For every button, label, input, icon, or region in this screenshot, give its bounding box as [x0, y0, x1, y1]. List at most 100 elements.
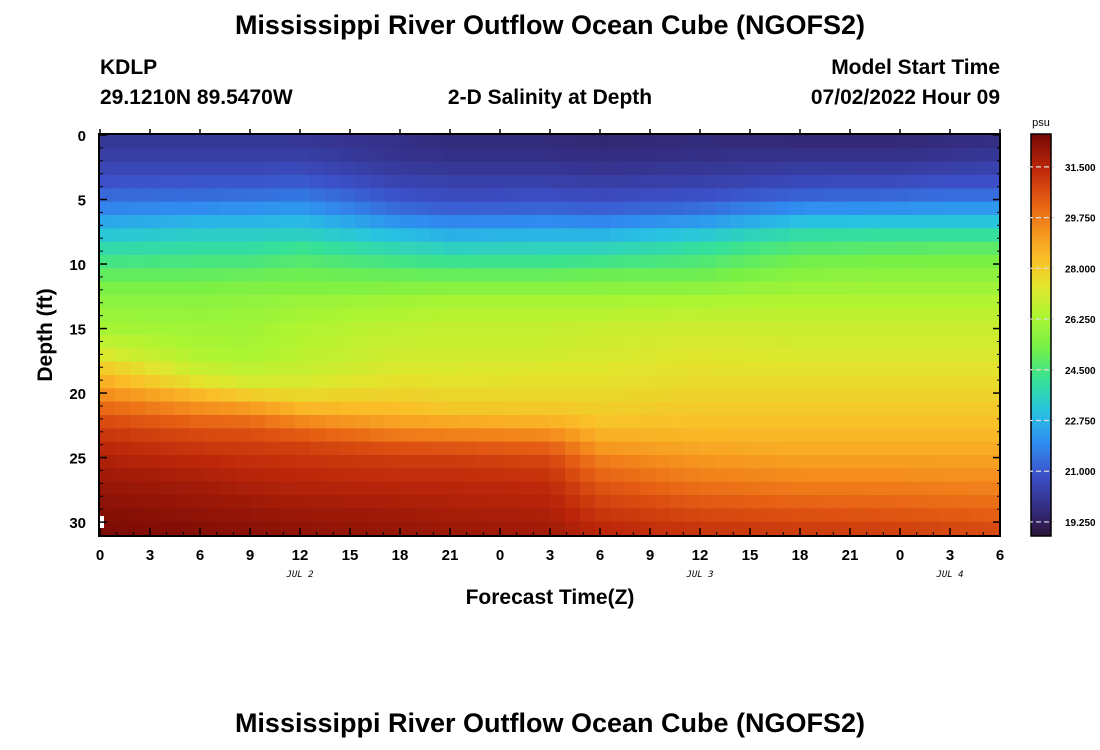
heatmap-cell	[955, 468, 971, 483]
heatmap-cell	[985, 148, 1001, 163]
heatmap-cell	[940, 441, 956, 456]
heatmap-cell	[835, 321, 851, 336]
heatmap-cell	[850, 508, 866, 523]
heatmap-cell	[670, 495, 686, 509]
heatmap-cell	[445, 201, 461, 216]
heatmap-cell	[385, 321, 401, 336]
heatmap-cell	[670, 188, 686, 203]
heatmap-cell	[955, 268, 971, 283]
heatmap-cell	[220, 161, 236, 176]
heatmap-cell	[355, 215, 371, 229]
heatmap-cell	[550, 308, 566, 323]
heatmap-cell	[730, 495, 746, 509]
heatmap-cell	[310, 228, 326, 243]
heatmap-cell	[730, 441, 746, 456]
heatmap-cell	[850, 148, 866, 163]
heatmap-cell	[355, 455, 371, 469]
heatmap-cell	[520, 521, 536, 536]
heatmap-cell	[865, 441, 881, 456]
heatmap-cell	[385, 428, 401, 443]
heatmap-cell	[685, 321, 701, 336]
heatmap-cell	[550, 508, 566, 523]
heatmap-cell	[445, 295, 461, 309]
heatmap-cell	[475, 135, 491, 149]
heatmap-cell	[235, 401, 251, 416]
heatmap-cell	[880, 295, 896, 309]
heatmap-cell	[295, 255, 311, 269]
heatmap-cell	[535, 388, 551, 403]
heatmap-cell	[730, 175, 746, 189]
heatmap-cell	[520, 295, 536, 309]
heatmap-cell	[250, 175, 266, 189]
heatmap-cell	[190, 201, 206, 216]
heatmap-cell	[160, 521, 176, 536]
heatmap-cell	[730, 468, 746, 483]
heatmap-cell	[895, 148, 911, 163]
heatmap-cell	[415, 348, 431, 363]
heatmap-cell	[820, 161, 836, 176]
heatmap-cell	[310, 415, 326, 429]
heatmap-cell	[940, 281, 956, 296]
heatmap-cell	[430, 255, 446, 269]
heatmap-cell	[370, 508, 386, 523]
heatmap-cell	[880, 375, 896, 389]
heatmap-cell	[460, 348, 476, 363]
heatmap-cell	[340, 388, 356, 403]
heatmap-cell	[250, 241, 266, 256]
heatmap-cell	[250, 215, 266, 229]
heatmap-cell	[415, 375, 431, 389]
heatmap-cell	[160, 188, 176, 203]
heatmap-cell	[925, 255, 941, 269]
heatmap-cell	[880, 388, 896, 403]
heatmap-cell	[415, 135, 431, 149]
heatmap-cell	[280, 481, 296, 496]
heatmap-cell	[400, 428, 416, 443]
heatmap-cell	[850, 401, 866, 416]
x-tick-label: 9	[246, 547, 254, 564]
station-coordinates: 29.1210N 89.5470W	[100, 86, 293, 109]
heatmap-cell	[295, 508, 311, 523]
heatmap-cell	[670, 508, 686, 523]
heatmap-cell	[250, 521, 266, 536]
heatmap-cell	[730, 228, 746, 243]
heatmap-cell	[895, 455, 911, 469]
heatmap-cell	[655, 148, 671, 163]
heatmap-cell	[520, 215, 536, 229]
heatmap-cell	[235, 228, 251, 243]
heatmap-cell	[160, 135, 176, 149]
heatmap-cell	[295, 375, 311, 389]
heatmap-cell	[655, 441, 671, 456]
heatmap-cell	[925, 335, 941, 349]
heatmap-cell	[325, 441, 341, 456]
heatmap-cell	[130, 481, 146, 496]
heatmap-cell	[100, 455, 116, 469]
heatmap-cell	[760, 401, 776, 416]
heatmap-cell	[115, 361, 131, 376]
heatmap-cell	[820, 308, 836, 323]
heatmap-cell	[130, 135, 146, 149]
heatmap-cell	[160, 388, 176, 403]
heatmap-cell	[415, 321, 431, 336]
heatmap-cell	[355, 161, 371, 176]
heatmap-cell	[940, 335, 956, 349]
heatmap-cell	[670, 161, 686, 176]
heatmap-cell	[235, 441, 251, 456]
heatmap-cell	[340, 281, 356, 296]
heatmap-cell	[790, 215, 806, 229]
heatmap-cell	[115, 415, 131, 429]
heatmap-cell	[280, 335, 296, 349]
heatmap-cell	[925, 508, 941, 523]
colorbar-tick-label: 28.000	[1065, 264, 1096, 275]
heatmap-cell	[370, 175, 386, 189]
heatmap-cell	[610, 335, 626, 349]
heatmap-cell	[760, 521, 776, 536]
heatmap-cell	[940, 401, 956, 416]
heatmap-cell	[115, 481, 131, 496]
heatmap-cell	[985, 388, 1001, 403]
heatmap-cell	[625, 388, 641, 403]
heatmap-cell	[940, 228, 956, 243]
heatmap-cell	[445, 481, 461, 496]
heatmap-cell	[580, 481, 596, 496]
heatmap-cell	[565, 521, 581, 536]
heatmap-cell	[340, 228, 356, 243]
